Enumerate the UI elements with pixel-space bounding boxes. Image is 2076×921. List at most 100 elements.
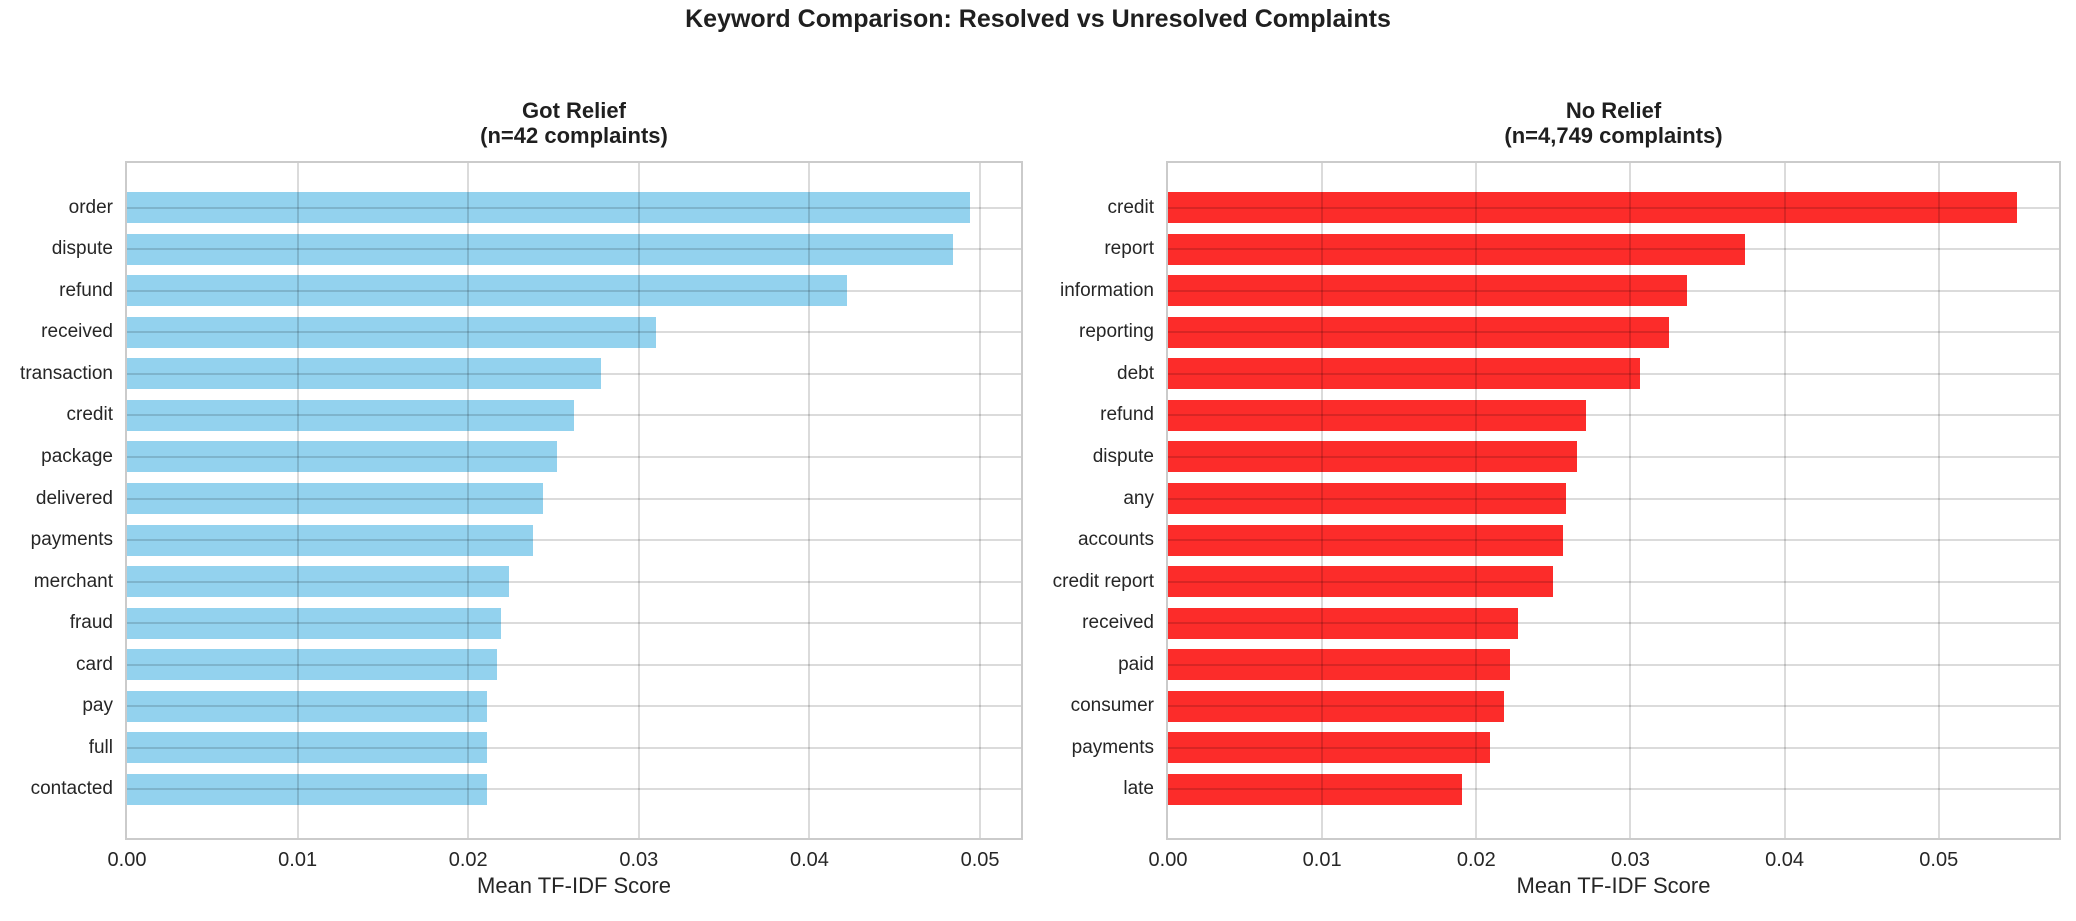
x-axis-label: Mean TF-IDF Score [1516,873,1711,898]
bar [1168,524,1563,556]
gridline-h [1168,539,2059,542]
x-tick-label: 0.04 [789,849,829,871]
y-tick-label: payments [30,529,113,551]
gridline-h [1168,497,2059,500]
gridline-h [1168,455,2059,458]
bar [1168,399,1586,431]
y-tick-label: late [1123,778,1154,800]
y-tick-label: transaction [20,362,113,384]
y-tick-label: credit [1107,196,1154,218]
gridline-h [127,414,1021,417]
x-tick-label: 0.00 [1148,849,1188,871]
x-tick-label: 0.03 [1610,849,1650,871]
gridline-h [127,248,1021,251]
y-tick-label: accounts [1077,529,1154,551]
y-tick-label: order [68,196,113,218]
bar [127,399,574,431]
bar [127,358,602,390]
gridline-h [1168,788,2059,791]
bar [1168,649,1511,681]
gridline-h [1168,372,2059,375]
gridline-h [127,372,1021,375]
bar [1168,358,1640,390]
y-tick-label: credit [66,404,113,426]
gridline-v [1475,163,1478,838]
gridline-v [1629,163,1632,838]
gridline-h [127,539,1021,542]
x-tick-label: 0.02 [448,849,488,871]
gridline-v [467,163,470,838]
gridline-h [1168,580,2059,583]
y-tick-label: credit report [1052,570,1154,592]
y-tick-label: package [41,445,113,467]
subplot-title-line1: Got Relief [522,98,626,123]
bar [1168,233,1745,265]
subplot-title-no-relief: No Relief (n=4,749 complaints) [1168,98,2059,148]
bar [1168,316,1669,348]
bar [127,690,487,722]
bar [127,524,534,556]
subplot-title-line2: (n=4,749 complaints) [1504,123,1723,148]
y-tick-label: refund [59,279,113,301]
gridline-v [637,163,640,838]
y-tick-label: pay [82,695,113,717]
gridline-v [808,163,811,838]
x-tick-label: 0.01 [278,849,318,871]
gridline-h [127,705,1021,708]
y-tick-label: received [1082,612,1154,634]
gridline-h [1168,705,2059,708]
x-axis-label: Mean TF-IDF Score [477,873,671,898]
gridline-h [1168,746,2059,749]
bar [1168,483,1566,514]
y-tick-label: delivered [35,487,113,509]
bar [127,607,501,639]
bar [1168,441,1577,473]
bar [127,192,970,224]
gridline-v [1321,163,1324,838]
x-tick-label: 0.01 [1302,849,1342,871]
gridline-h [1168,663,2059,666]
y-tick-label: received [41,321,113,343]
bar [127,566,510,598]
bar [127,483,544,514]
y-tick-label: dispute [1092,445,1154,467]
bar [127,275,847,307]
bar [127,773,487,805]
y-tick-label: dispute [51,238,113,260]
y-tick-label: payments [1071,736,1154,758]
bar [127,316,656,348]
bar [127,441,557,473]
gridline-h [127,580,1021,583]
bar [1168,773,1463,805]
bar [127,233,953,265]
bar [127,649,498,681]
gridline-h [1168,414,2059,417]
y-tick-label: paid [1118,653,1154,675]
y-tick-label: information [1060,279,1154,301]
plot-area-got-relief [125,161,1023,840]
bar [1168,566,1554,598]
y-tick-label: debt [1117,362,1154,384]
bar [1168,732,1491,764]
x-tick-label: 0.00 [107,849,147,871]
gridline-v [979,163,982,838]
y-tick-label: full [88,736,113,758]
y-tick-label: consumer [1070,695,1154,717]
y-tick-label: card [76,653,113,675]
x-tick-label: 0.02 [1456,849,1496,871]
bar [1168,607,1518,639]
gridline-h [127,455,1021,458]
gridline-h [1168,331,2059,334]
gridline-h [127,289,1021,292]
bar [1168,192,2018,224]
gridline-v [1783,163,1786,838]
gridline-h [1168,622,2059,625]
gridline-h [1168,206,2059,209]
gridline-h [127,497,1021,500]
gridline-h [1168,289,2059,292]
y-tick-label: any [1123,487,1154,509]
gridline-h [127,206,1021,209]
y-tick-label: fraud [69,612,113,634]
gridline-h [127,663,1021,666]
